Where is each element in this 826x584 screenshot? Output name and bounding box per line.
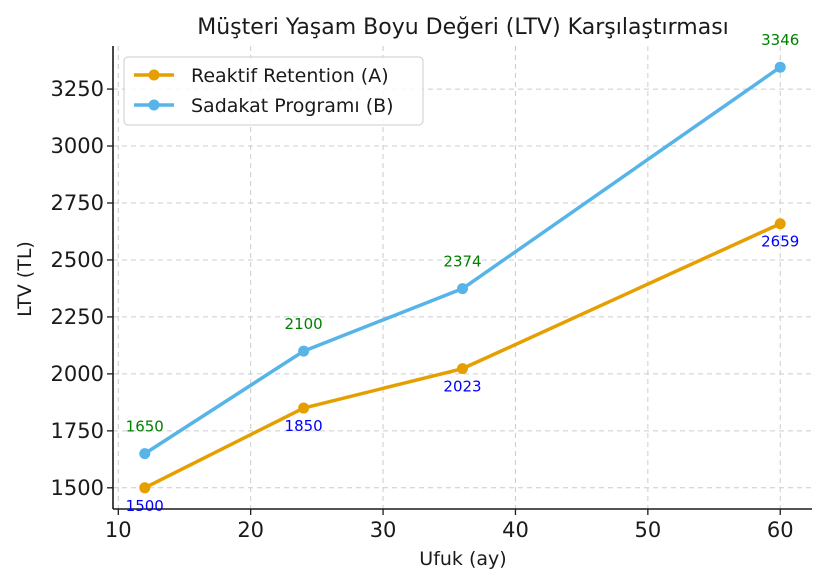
data-point (457, 283, 468, 295)
x-tick-label: 10 (105, 518, 132, 542)
x-axis-title: Ufuk (ay) (419, 548, 506, 570)
y-tick-label: 1750 (51, 419, 104, 443)
data-label: 1500 (126, 497, 164, 515)
series-line (143, 222, 781, 490)
y-axis-title: LTV (TL) (14, 241, 36, 317)
y-tick-label: 2500 (51, 248, 104, 272)
y-tick-label: 3000 (51, 134, 104, 158)
y-tick-label: 2250 (51, 305, 104, 329)
data-label: 2374 (443, 253, 481, 271)
y-tick-label: 2000 (51, 362, 104, 386)
x-tick-label: 30 (370, 518, 397, 542)
x-tick-label: 20 (237, 518, 264, 542)
data-point (139, 482, 151, 494)
x-tick-label: 50 (634, 518, 661, 542)
data-label: 1650 (126, 418, 164, 436)
y-tick-label: 2750 (51, 191, 104, 215)
data-point (457, 363, 468, 375)
data-label: 3346 (761, 31, 799, 49)
data-point (774, 61, 786, 73)
tick-labels: 10 20 30 40 50 60 1500 1750 2000 2250 2500 2750 3000… (51, 77, 794, 542)
data-label: 2659 (761, 233, 799, 251)
data-label: 2100 (285, 315, 323, 333)
data-point (298, 345, 310, 357)
series-lines (139, 61, 786, 494)
legend-label: Sadakat Programı (B) (191, 95, 394, 117)
legend-marker (148, 99, 160, 111)
series-line (143, 65, 782, 456)
data-label: 1850 (285, 417, 323, 435)
y-tick-label: 3250 (51, 77, 104, 101)
data-label: 2023 (443, 378, 481, 396)
y-tick-label: 1500 (51, 476, 104, 500)
data-point (774, 218, 786, 230)
x-tick-label: 60 (767, 518, 794, 542)
legend-label: Reaktif Retention (A) (191, 65, 389, 87)
legend: Reaktif Retention (A) Sadakat Programı (B… (123, 56, 424, 126)
legend-box (123, 56, 424, 126)
data-point (298, 402, 310, 414)
x-tick-label: 40 (502, 518, 529, 542)
chart-title: Müşteri Yaşam Boyu Değeri (LTV) Karşılaş… (197, 15, 729, 40)
data-labels: 1500 1850 2023 2659 1650 2100 2374 3346 (126, 31, 800, 515)
data-point (139, 448, 151, 460)
axes (107, 46, 812, 515)
legend-marker (148, 69, 160, 81)
